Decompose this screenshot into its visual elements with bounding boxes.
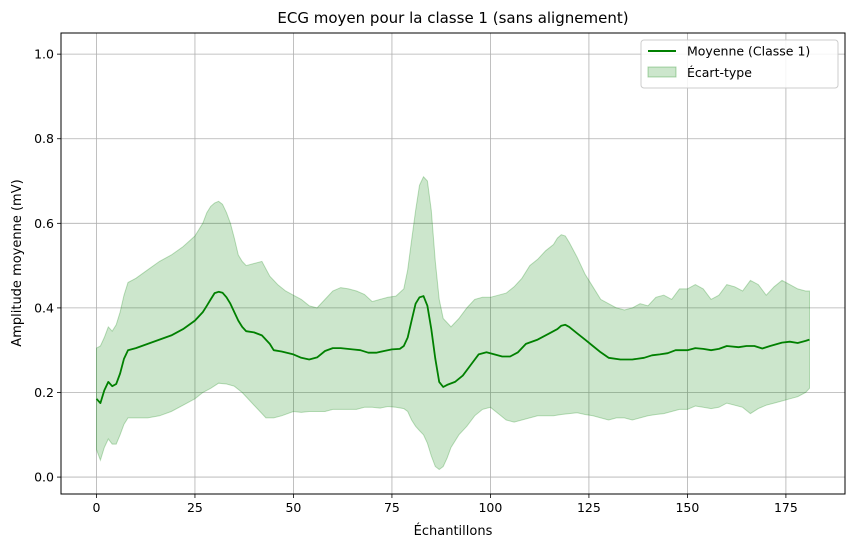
y-tick-label: 0.0 (34, 470, 54, 485)
legend-std-swatch (647, 66, 677, 78)
y-tick-label: 0.8 (34, 131, 54, 146)
x-tick-label: 150 (675, 500, 699, 515)
std-band (96, 175, 810, 471)
x-tick-label: 125 (577, 500, 601, 515)
y-axis-label: Amplitude moyenne (mV) (10, 179, 25, 346)
axis-ticks: 0 25 50 75 100 125 150 175 0.0 0.2 0.4 0.6 0.8 1.0 (34, 47, 798, 515)
grid-lines (61, 33, 845, 494)
y-tick-label: 1.0 (34, 47, 54, 62)
x-tick-label: 175 (774, 500, 798, 515)
x-tick-label: 0 (92, 500, 100, 515)
y-tick-label: 0.6 (34, 216, 54, 231)
legend: Moyenne (Classe 1) Écart-type (640, 39, 839, 89)
mean-line (95, 290, 810, 405)
x-tick-label: 25 (187, 500, 203, 515)
x-tick-label: 50 (285, 500, 301, 515)
y-tick-label: 0.4 (34, 300, 54, 315)
legend-mean-label: Moyenne (Classe 1) (687, 44, 810, 59)
plot-area (95, 175, 810, 471)
legend-frame (640, 39, 839, 89)
x-tick-label: 100 (478, 500, 502, 515)
y-tick-label: 0.2 (34, 385, 54, 400)
x-axis-label: Échantillons (414, 523, 493, 539)
legend-std-label: Écart-type (687, 65, 752, 80)
chart-title: ECG moyen pour la classe 1 (sans alignem… (277, 9, 628, 27)
x-tick-label: 75 (384, 500, 400, 515)
axes-frame (60, 32, 846, 495)
